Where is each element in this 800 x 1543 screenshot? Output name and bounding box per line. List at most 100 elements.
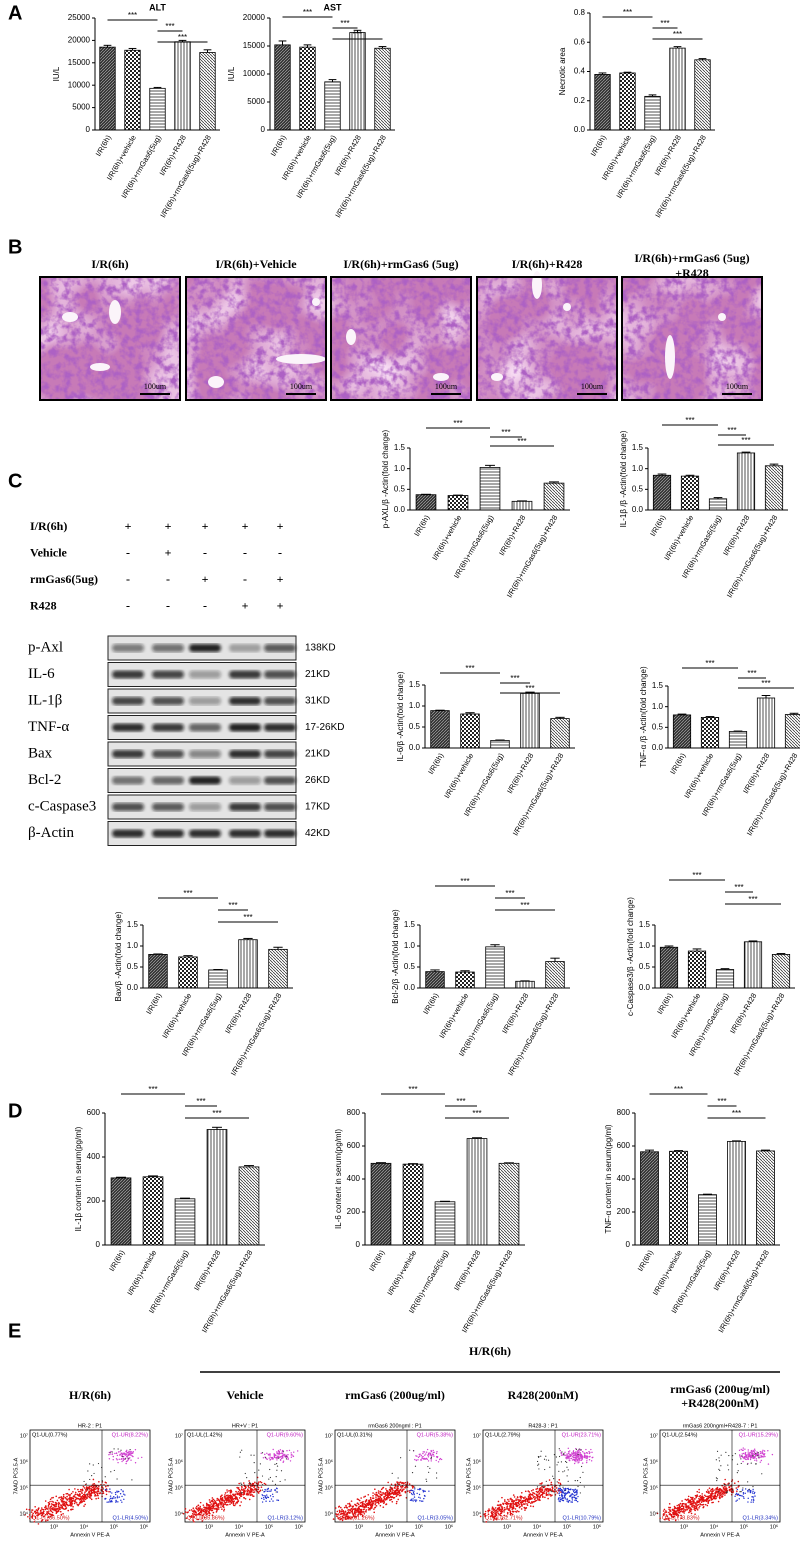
significance-label: *** bbox=[505, 889, 514, 898]
event bbox=[565, 1498, 566, 1499]
event bbox=[119, 1459, 120, 1460]
event bbox=[426, 1479, 427, 1480]
bar bbox=[670, 1151, 688, 1245]
event bbox=[125, 1451, 126, 1452]
event bbox=[89, 1493, 91, 1495]
y-tick-label: 0 bbox=[86, 125, 91, 134]
event bbox=[95, 1498, 97, 1500]
event bbox=[424, 1495, 425, 1496]
event bbox=[569, 1453, 570, 1454]
event bbox=[195, 1507, 197, 1509]
event bbox=[688, 1512, 690, 1514]
condition-sign: - bbox=[243, 572, 247, 586]
event bbox=[58, 1506, 60, 1508]
event bbox=[394, 1487, 396, 1489]
event bbox=[564, 1470, 565, 1471]
event bbox=[416, 1456, 417, 1457]
event bbox=[78, 1504, 80, 1506]
vessel bbox=[665, 335, 675, 379]
y-tick-label: 1.0 bbox=[127, 941, 139, 950]
event bbox=[65, 1508, 67, 1510]
event bbox=[276, 1476, 277, 1477]
event bbox=[387, 1482, 389, 1484]
bar bbox=[645, 96, 661, 130]
event bbox=[590, 1449, 591, 1450]
x-tick-label: 10⁴ bbox=[710, 1523, 719, 1530]
event bbox=[412, 1472, 413, 1473]
event bbox=[115, 1497, 116, 1498]
event bbox=[702, 1495, 704, 1497]
significance-label: *** bbox=[303, 8, 312, 17]
y-axis-label: 7AAD PC5.5-A bbox=[13, 1457, 19, 1494]
event bbox=[117, 1455, 118, 1456]
x-tick-label: I/R(6h)+rmGas6(5ug)+R428 bbox=[653, 133, 708, 219]
event bbox=[503, 1511, 505, 1513]
blot-band bbox=[152, 671, 184, 679]
event bbox=[241, 1484, 242, 1485]
event bbox=[375, 1496, 377, 1498]
quadrant-label: Q1-UR(8.22%) bbox=[112, 1432, 149, 1438]
event bbox=[515, 1500, 517, 1502]
event bbox=[509, 1505, 511, 1507]
event bbox=[59, 1496, 61, 1498]
event bbox=[530, 1502, 532, 1504]
event bbox=[98, 1497, 100, 1499]
event bbox=[248, 1494, 250, 1496]
x-tick-label: 10⁴ bbox=[533, 1523, 542, 1530]
bar bbox=[371, 1163, 391, 1245]
event bbox=[211, 1510, 213, 1512]
event bbox=[391, 1499, 393, 1501]
vessel bbox=[532, 271, 542, 299]
event bbox=[698, 1489, 700, 1491]
event bbox=[688, 1496, 690, 1498]
event bbox=[743, 1453, 744, 1454]
event bbox=[414, 1459, 415, 1460]
y-axis-label: IU/L bbox=[227, 66, 236, 81]
event bbox=[238, 1489, 240, 1491]
significance-label: *** bbox=[520, 901, 529, 910]
event bbox=[91, 1489, 93, 1491]
event bbox=[253, 1455, 254, 1456]
event bbox=[339, 1510, 341, 1512]
event bbox=[520, 1500, 522, 1502]
event bbox=[274, 1489, 275, 1490]
event bbox=[271, 1489, 272, 1490]
event bbox=[275, 1484, 276, 1485]
event bbox=[433, 1450, 434, 1451]
event bbox=[271, 1457, 272, 1458]
event bbox=[382, 1506, 384, 1508]
event bbox=[109, 1458, 110, 1459]
band-size: 26KD bbox=[305, 775, 330, 786]
event bbox=[420, 1497, 421, 1498]
event bbox=[416, 1499, 417, 1500]
x-axis-label: Annexin V PE-A bbox=[375, 1532, 415, 1538]
event bbox=[69, 1498, 71, 1500]
event bbox=[736, 1493, 737, 1494]
event bbox=[511, 1501, 513, 1503]
condition-sign: - bbox=[278, 545, 282, 559]
x-tick-label: I/R(6h) bbox=[655, 991, 675, 1016]
event bbox=[743, 1498, 744, 1499]
significance-label: *** bbox=[685, 416, 694, 425]
event bbox=[84, 1504, 86, 1506]
event bbox=[72, 1506, 74, 1508]
event bbox=[739, 1498, 740, 1499]
event bbox=[272, 1480, 273, 1481]
event bbox=[276, 1470, 277, 1471]
event bbox=[511, 1508, 513, 1510]
event bbox=[81, 1496, 83, 1498]
event bbox=[739, 1495, 740, 1496]
event bbox=[73, 1495, 75, 1497]
event bbox=[530, 1505, 532, 1507]
y-tick-label: 15000 bbox=[243, 41, 266, 50]
event bbox=[243, 1489, 245, 1491]
x-tick-label: 10⁶ bbox=[140, 1523, 148, 1530]
event bbox=[376, 1494, 378, 1496]
event bbox=[345, 1511, 347, 1513]
event bbox=[268, 1488, 269, 1489]
event bbox=[276, 1499, 277, 1500]
event bbox=[239, 1505, 241, 1507]
event bbox=[284, 1479, 285, 1480]
event bbox=[44, 1507, 46, 1509]
